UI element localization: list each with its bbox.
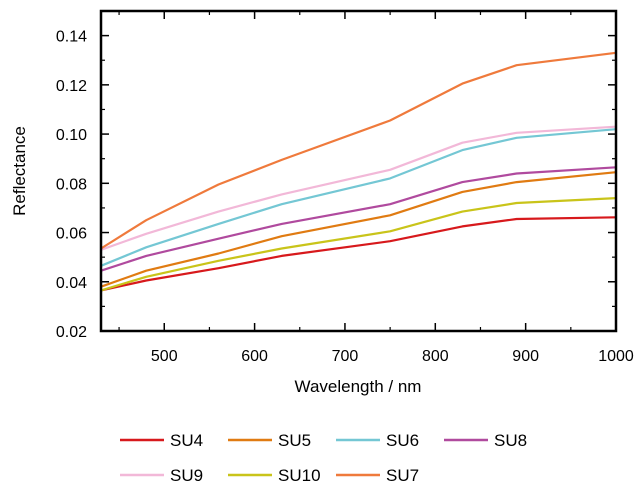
y-axis-title: Reflectance [10, 126, 29, 216]
x-tick-label: 700 [332, 348, 359, 365]
x-tick-label: 800 [422, 348, 449, 365]
legend-label: SU9 [170, 466, 203, 485]
y-tick-label: 0.08 [56, 176, 87, 193]
legend-item-su5: SU5 [228, 431, 311, 450]
legend-label: SU8 [494, 431, 527, 450]
series-line-su8 [100, 166, 617, 272]
x-axis-title: Wavelength / nm [295, 377, 422, 396]
legend-label: SU7 [386, 466, 419, 485]
legend-item-su7: SU7 [336, 466, 419, 485]
x-tick-label: 600 [241, 348, 268, 365]
x-tick-label: 500 [151, 348, 178, 365]
legend-label: SU4 [170, 431, 203, 450]
legend: SU4 SU5 SU6 SU8 SU9 SU10 SU7 [120, 431, 527, 485]
y-tick-labels: 0.02 0.04 0.06 0.08 0.10 0.12 0.14 [56, 29, 87, 341]
legend-item-su8: SU8 [444, 431, 527, 450]
x-tick-label: 1000 [598, 348, 634, 365]
legend-item-su9: SU9 [120, 466, 203, 485]
series-line-su9 [100, 125, 617, 251]
y-tick-label: 0.02 [56, 324, 87, 341]
legend-label: SU10 [278, 466, 321, 485]
series-line-su10 [100, 197, 617, 292]
y-tick-label: 0.12 [56, 78, 87, 95]
plot-frame [99, 9, 618, 333]
legend-label: SU6 [386, 431, 419, 450]
legend-item-su6: SU6 [336, 431, 419, 450]
series-line-su7 [100, 51, 617, 250]
series-line-su6 [100, 128, 617, 267]
x-tick-label: 900 [512, 348, 539, 365]
series-lines [100, 51, 617, 292]
legend-label: SU5 [278, 431, 311, 450]
y-tick-label: 0.04 [56, 275, 87, 292]
y-tick-label: 0.10 [56, 127, 87, 144]
x-tick-labels: 500 600 700 800 900 1000 [151, 348, 634, 365]
axis-ticks [101, 11, 617, 332]
legend-item-su4: SU4 [120, 431, 203, 450]
y-tick-label: 0.14 [56, 29, 87, 46]
y-tick-label: 0.06 [56, 226, 87, 243]
series-line-su4 [100, 216, 617, 292]
series-line-su5 [100, 171, 617, 288]
legend-item-su10: SU10 [228, 466, 321, 485]
